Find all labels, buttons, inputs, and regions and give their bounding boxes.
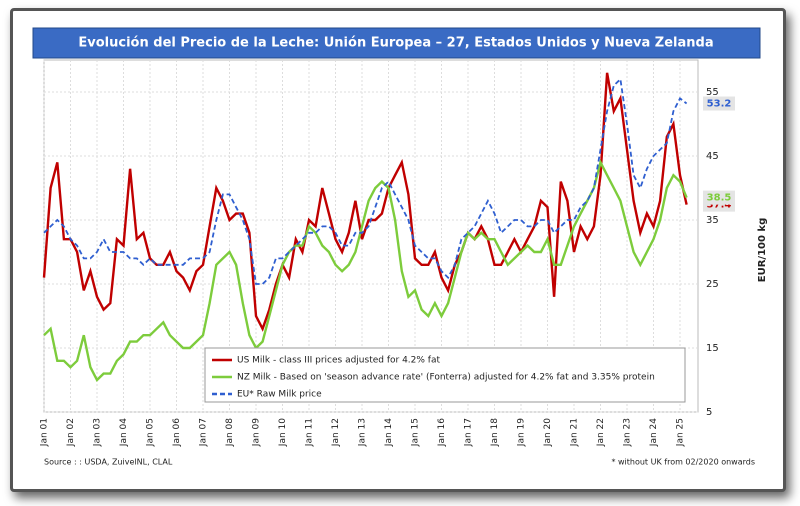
x-tick-label: Jan 07 bbox=[199, 418, 209, 447]
x-tick-label: Jan 05 bbox=[146, 418, 156, 447]
last-value-box bbox=[703, 190, 735, 205]
x-tick-label: Jan 22 bbox=[596, 418, 606, 447]
x-tick-label: Jan 25 bbox=[676, 418, 686, 447]
x-tick-label: Jan 17 bbox=[464, 418, 474, 447]
chart-title: Evolución del Precio de la Leche: Unión … bbox=[78, 36, 713, 51]
x-tick-label: Jan 24 bbox=[649, 418, 659, 447]
x-tick-label: Jan 15 bbox=[411, 418, 421, 447]
x-tick-label: Jan 18 bbox=[490, 418, 500, 447]
last-value-label: 53.2 bbox=[707, 99, 732, 110]
last-value-label: 37.4 bbox=[707, 200, 732, 211]
y-tick-label: 25 bbox=[706, 279, 719, 290]
legend-label: NZ Milk - Based on 'season advance rate'… bbox=[237, 373, 655, 383]
series-line bbox=[42, 72, 688, 332]
x-tick-label: Jan 02 bbox=[66, 418, 76, 447]
title-box bbox=[32, 27, 761, 59]
last-value-box bbox=[703, 96, 735, 111]
y-tick-label: 15 bbox=[706, 343, 719, 354]
x-tick-label: Jan 13 bbox=[358, 418, 368, 447]
x-tick-label: Jan 03 bbox=[93, 418, 103, 447]
legend-label: US Milk - class III prices adjusted for … bbox=[237, 356, 440, 366]
y-tick-label: 45 bbox=[706, 151, 719, 162]
series-line bbox=[43, 159, 688, 382]
x-tick-label: Jan 08 bbox=[225, 418, 235, 447]
x-tick-label: Jan 09 bbox=[252, 418, 262, 447]
source: Source : : USDA, ZuivelNL, CLAL bbox=[44, 458, 173, 467]
x-tick-label: Jan 06 bbox=[172, 418, 182, 447]
footnote: * without UK from 02/2020 onwards bbox=[611, 458, 755, 467]
x-tick-label: Jan 10 bbox=[278, 418, 288, 447]
x-tick-label: Jan 11 bbox=[305, 418, 315, 447]
legend-box bbox=[204, 347, 686, 403]
series-line bbox=[43, 77, 688, 285]
y-tick-label: 35 bbox=[706, 215, 719, 226]
x-tick-label: Jan 21 bbox=[570, 418, 580, 447]
x-tick-label: Jan 01 bbox=[40, 418, 50, 447]
x-tick-label: Jan 16 bbox=[437, 418, 447, 447]
x-tick-label: Jan 23 bbox=[623, 418, 633, 447]
legend-label: EU* Raw Milk price bbox=[237, 390, 322, 400]
x-tick-label: Jan 04 bbox=[119, 418, 129, 447]
x-tick-label: Jan 12 bbox=[331, 418, 341, 447]
y-axis-title: EUR/100 kg bbox=[757, 218, 768, 282]
x-tick-label: Jan 20 bbox=[543, 418, 553, 447]
x-tick-label: Jan 19 bbox=[517, 418, 527, 447]
y-tick-label: 55 bbox=[706, 87, 719, 98]
last-value-label: 38.5 bbox=[707, 193, 732, 204]
x-tick-label: Jan 14 bbox=[384, 418, 394, 447]
y-tick-label: 5 bbox=[706, 407, 712, 418]
